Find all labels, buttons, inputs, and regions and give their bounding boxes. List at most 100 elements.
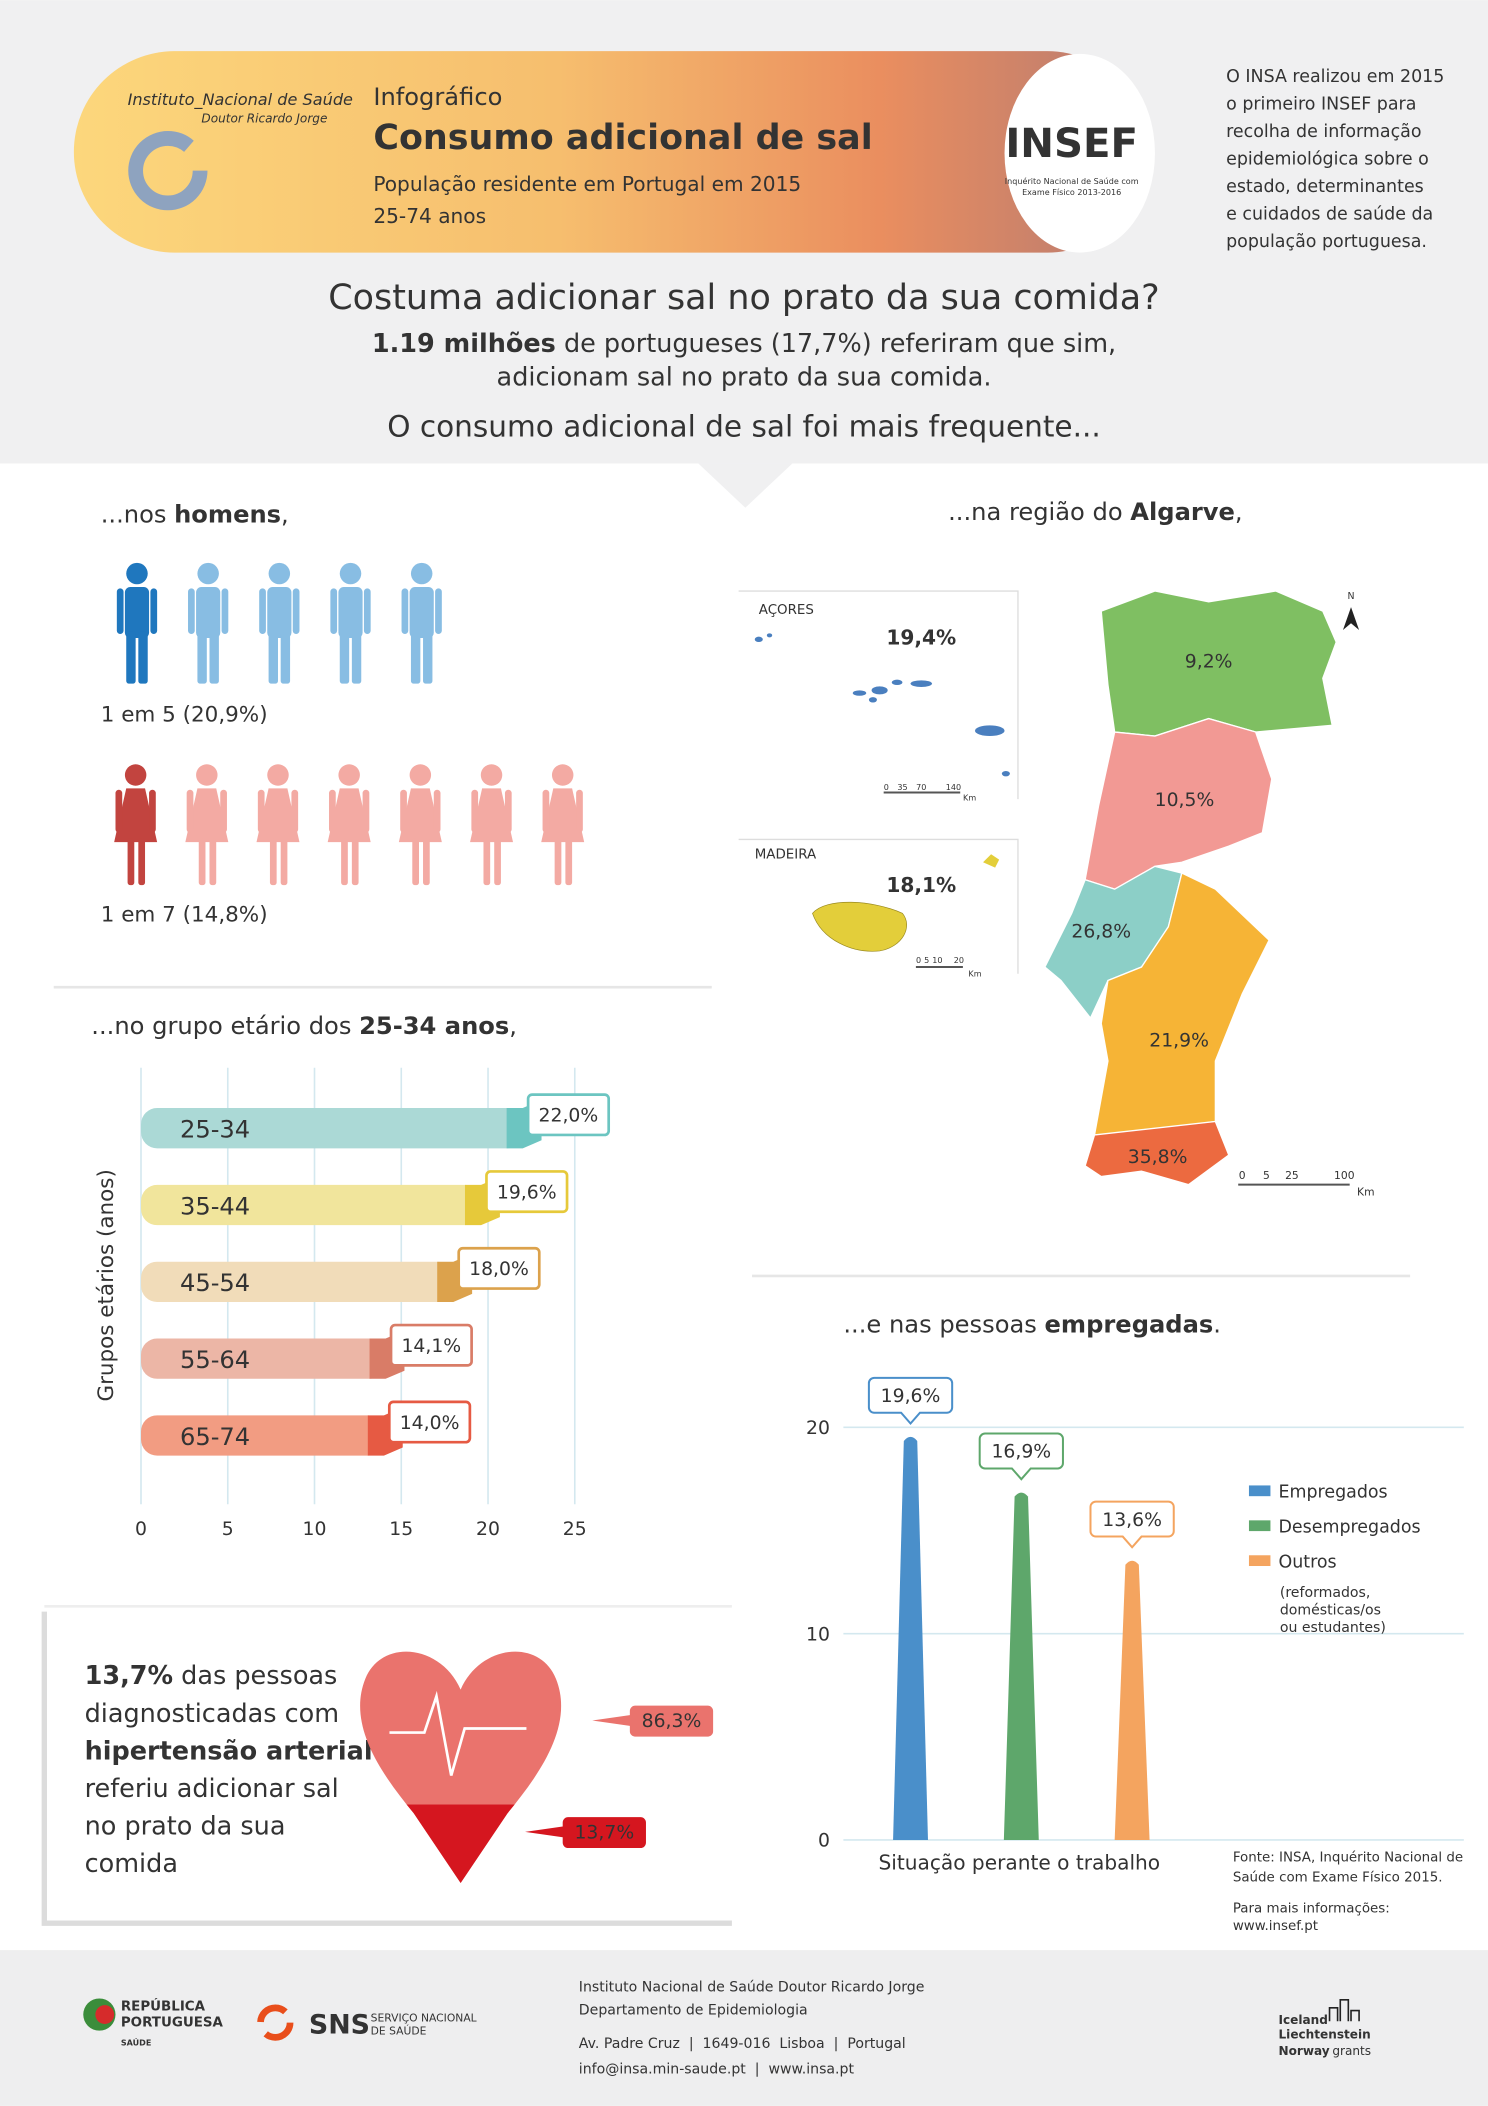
- sns: DE SAÚDE: [371, 2025, 427, 2038]
- intro-line: recolha de informação: [1226, 122, 1421, 142]
- pointer: [698, 463, 793, 508]
- legend-label: Outros: [1278, 1552, 1336, 1572]
- bar: [141, 1108, 523, 1149]
- category-label: 55-64: [180, 1346, 250, 1374]
- inset-name: MADEIRA: [755, 847, 817, 862]
- scale-label: 20: [954, 956, 964, 965]
- box-frame: [41, 1611, 732, 1926]
- heading-part: .: [1213, 1310, 1221, 1338]
- bar: [1003, 1492, 1039, 1840]
- value-label: 18,0%: [469, 1259, 529, 1280]
- sex-heading: ...nos homens,: [101, 501, 289, 529]
- region-value: 9,2%: [1185, 652, 1233, 673]
- age-range: 25-74 anos: [373, 204, 486, 228]
- footer-background: [0, 1950, 1488, 2106]
- scale-label: Km: [963, 794, 976, 803]
- value-label: 14,0%: [400, 1413, 460, 1434]
- hypertension-text: comida: [85, 1849, 178, 1879]
- sns: SERVIÇO NACIONAL: [371, 2011, 477, 2024]
- more-info: Para mais informações:: [1233, 1901, 1390, 1916]
- scale-label: Km: [968, 969, 981, 978]
- callout: [592, 1705, 714, 1737]
- heading-part: ...e nas pessoas: [843, 1310, 1044, 1338]
- scale-label: Km: [1357, 1185, 1375, 1198]
- value-label: 22,0%: [539, 1105, 599, 1126]
- heading-part: ...no grupo etário dos: [91, 1012, 359, 1040]
- legend-swatch: [1248, 1520, 1271, 1532]
- value-box: [457, 1246, 541, 1290]
- hypertension-text: 13,7% das pessoas: [85, 1661, 338, 1691]
- answer-text: de portugueses (17,7%) referiram que sim…: [556, 329, 1116, 359]
- heading-part: ,: [281, 501, 289, 529]
- porto-santo: [983, 854, 1000, 868]
- header-band: [73, 51, 1149, 253]
- scale-label: 25: [1285, 1169, 1299, 1182]
- category-label: 25-34: [180, 1116, 250, 1144]
- question-title: Costuma adicionar sal no prato da sua co…: [328, 278, 1159, 318]
- y-tick-label: 0: [818, 1831, 830, 1852]
- man-icon: [259, 562, 300, 684]
- heart-part: [360, 1804, 562, 1883]
- region-value: 10,5%: [1155, 790, 1215, 811]
- institute: Instituto_Nacional de Saúde: [128, 90, 353, 110]
- value-box: [389, 1323, 473, 1367]
- heading-part: ...na região do: [948, 498, 1130, 526]
- man-icon: [188, 562, 229, 684]
- region-value: 21,9%: [1149, 1030, 1209, 1051]
- source: Fonte: INSA, Inquérito Nacional de: [1233, 1849, 1463, 1865]
- bar: [141, 1261, 454, 1302]
- x-tick-label: 0: [135, 1519, 147, 1540]
- woman-icon: [541, 764, 585, 886]
- header-subtitle: População residente em Portugal em 2015: [373, 172, 801, 196]
- x-tick-label: 20: [476, 1519, 500, 1540]
- value-label: 13,7%: [574, 1823, 634, 1844]
- x-tick-label: 15: [389, 1519, 413, 1540]
- scale-label: 35: [897, 783, 907, 792]
- intro-line: epidemiológica sobre o: [1226, 150, 1429, 170]
- heading-bold: 25-34 anos: [359, 1012, 509, 1040]
- insef-logo: INSEF: [1005, 121, 1138, 167]
- legend-note: ou estudantes): [1280, 1620, 1386, 1636]
- source: Saúde com Exame Físico 2015.: [1233, 1870, 1443, 1886]
- header-title: Consumo adicional de sal: [373, 118, 872, 158]
- sns: SNS: [309, 2009, 370, 2040]
- address: Departamento de Epidemiologia: [579, 2003, 808, 2019]
- intro-line: estado, determinantes: [1226, 177, 1424, 197]
- value-box: [485, 1170, 569, 1214]
- woman-icon: [398, 764, 442, 886]
- region-value: 19,4%: [886, 626, 956, 650]
- value-bubble: [1089, 1500, 1175, 1549]
- madeira-island: [812, 901, 907, 952]
- hypertension-text: diagnosticadas com: [85, 1699, 340, 1729]
- logo-caption: Exame Físico 2013-2016: [1022, 188, 1121, 197]
- bar: [141, 1338, 386, 1379]
- age-heading: ...no grupo etário dos 25-34 anos,: [91, 1012, 517, 1040]
- scale-label: 10: [932, 956, 942, 965]
- kicker: Infográfico: [373, 83, 502, 111]
- scale-label: 100: [1334, 1169, 1355, 1182]
- x-tick-label: 10: [303, 1519, 327, 1540]
- x-axis-label: Situação perante o trabalho: [878, 1851, 1160, 1875]
- scale-label: 70: [916, 783, 926, 792]
- region-value: 26,8%: [1071, 922, 1131, 943]
- value-label: 14,1%: [401, 1336, 461, 1357]
- inset-frame: [738, 590, 1019, 800]
- more-info: www.insef.pt: [1233, 1919, 1318, 1934]
- intro-line: e cuidados de saúde da: [1226, 205, 1433, 225]
- woman-icon: [470, 764, 514, 886]
- answer-bold: 1.19 milhões: [372, 329, 556, 359]
- woman-icon: [256, 764, 300, 886]
- legend-swatch: [1248, 1485, 1271, 1497]
- scale-label: 0: [916, 956, 921, 965]
- heading-part: ...nos: [101, 501, 174, 529]
- value-label: 86,3%: [642, 1711, 702, 1732]
- woman-icon: [185, 764, 229, 886]
- heading-part: ,: [509, 1012, 517, 1040]
- legend-note: domésticas/os: [1280, 1602, 1381, 1618]
- callout: [525, 1817, 646, 1849]
- heading-bold: Algarve: [1130, 498, 1235, 526]
- intro-line: população portuguesa.: [1226, 232, 1427, 252]
- institute-sub: Doutor Ricardo Jorge: [201, 111, 327, 125]
- grants: Liechtenstein: [1278, 2028, 1370, 2042]
